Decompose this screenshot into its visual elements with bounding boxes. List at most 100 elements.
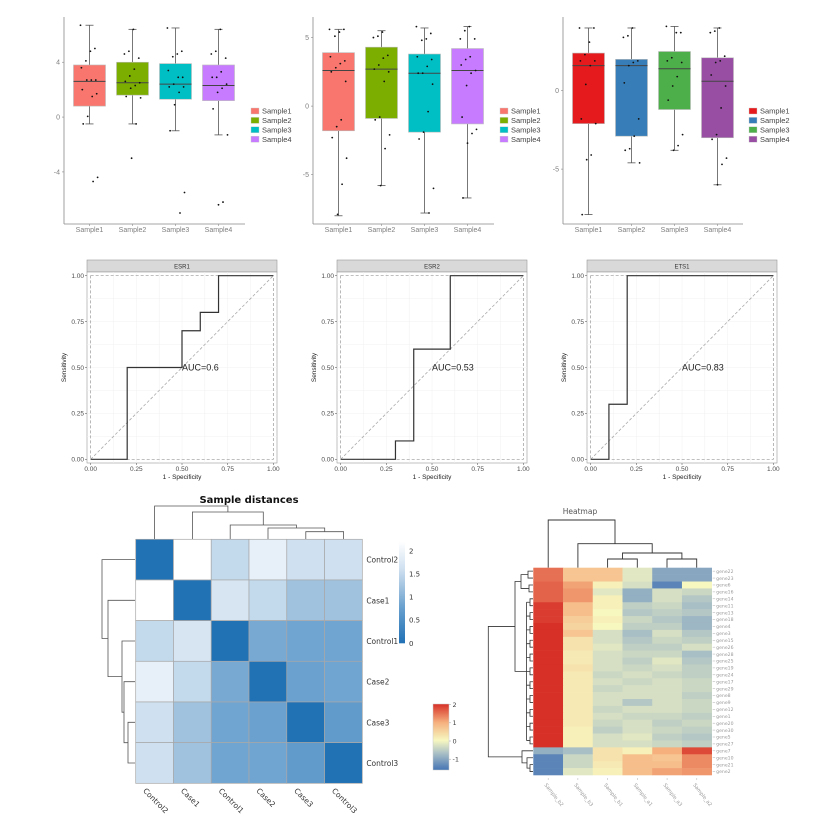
heatmap-cell <box>563 678 594 686</box>
heatmap-cell <box>248 701 288 743</box>
data-point <box>167 69 170 72</box>
heatmap-cell <box>652 602 683 610</box>
bounds-dashed-box <box>340 275 524 460</box>
heatmap-cell <box>248 579 288 621</box>
legend-key <box>499 126 509 134</box>
y-tick-label: 0.25 <box>321 411 334 418</box>
heatmap-row-gene11 <box>533 602 712 610</box>
y-tick-label: -4 <box>54 169 60 176</box>
colorbar-tick-label: 0.5 <box>409 617 420 625</box>
heatmap-cell <box>210 660 250 703</box>
legend-key <box>250 135 260 143</box>
heatmap-cell <box>622 664 653 672</box>
data-point <box>474 69 477 72</box>
heatmap-cell <box>563 747 594 755</box>
data-point <box>631 27 634 29</box>
heatmap-cell <box>563 643 594 651</box>
row-label: gene10 <box>716 755 733 761</box>
heatmap-cell <box>248 742 288 784</box>
heatmap-cell <box>592 671 623 679</box>
column-label: Sample_a2 <box>691 783 713 808</box>
heatmap-cell <box>533 636 564 645</box>
box-sample3 <box>159 27 192 214</box>
heatmap-cell <box>210 579 250 621</box>
heatmap-cell <box>563 692 594 700</box>
heatmap-cell <box>563 602 594 610</box>
box-iqr <box>365 46 398 119</box>
data-point <box>627 34 629 37</box>
heatmap-cell <box>135 538 174 581</box>
data-point <box>372 36 375 39</box>
heatmap-row-gene2 <box>533 768 712 776</box>
y-tick-label: 0.00 <box>321 457 334 464</box>
x-tick-label: Sample2 <box>119 227 147 234</box>
heatmap-cell <box>681 595 712 603</box>
legend-key <box>499 117 509 124</box>
heatmap-cell <box>592 622 623 631</box>
heatmap-cell <box>681 650 712 658</box>
legend-label: Sample3 <box>262 125 292 134</box>
data-point <box>344 80 347 83</box>
heatmap-cell <box>533 692 564 700</box>
heatmap-cell <box>563 616 594 624</box>
x-tick-label: 0.50 <box>176 466 189 473</box>
heatmap-cell <box>652 712 683 721</box>
data-point <box>422 131 425 134</box>
heatmap-row-gene3 <box>533 629 712 638</box>
heatmap-row-gene13 <box>533 609 712 617</box>
x-tick-label: 1.00 <box>767 466 780 473</box>
data-point <box>388 133 391 136</box>
x-tick-label: 0.75 <box>221 466 234 473</box>
heatmap-cell <box>652 768 683 776</box>
heatmap-cell <box>135 620 174 662</box>
row-label: gene2 <box>716 769 730 775</box>
data-point <box>183 191 186 194</box>
data-point <box>710 74 713 76</box>
data-point <box>585 158 588 161</box>
data-point <box>633 135 636 138</box>
heatmap-cell <box>592 733 623 741</box>
heatmap-cell <box>622 602 653 610</box>
heatmap-cell <box>622 588 653 596</box>
heatmap-cell <box>563 740 594 748</box>
data-point <box>127 50 130 53</box>
data-point <box>95 92 98 95</box>
data-point <box>578 27 581 29</box>
legend-label: Sample3 <box>760 125 790 134</box>
row-label: gene13 <box>716 610 733 616</box>
heatmap-cell <box>135 579 174 621</box>
x-axis-label: 1 - Specificity <box>413 474 452 481</box>
heatmap-cell <box>622 719 653 727</box>
heatmap-cell <box>563 567 594 575</box>
heatmap-row-gene29 <box>533 685 712 693</box>
row-label: Control2 <box>366 556 398 565</box>
column-dendrogram <box>154 505 344 539</box>
heatmap-cell <box>592 650 623 658</box>
data-point <box>219 28 222 31</box>
x-tick-label: 0.00 <box>334 466 347 473</box>
legend-key <box>748 135 758 143</box>
heatmap-cell <box>681 629 712 638</box>
heatmap-row-gene30 <box>533 726 712 734</box>
heatmap-cell <box>622 678 653 686</box>
data-point <box>82 123 85 125</box>
data-point <box>338 31 341 33</box>
data-point <box>430 58 433 61</box>
column-label: Case2 <box>254 786 277 809</box>
heatmap-cell <box>681 747 712 755</box>
heatmap-cell <box>652 671 683 679</box>
row-label: gene6 <box>716 583 730 589</box>
facet-title: ESR1 <box>174 265 190 271</box>
data-point <box>462 197 464 199</box>
data-point <box>384 147 386 150</box>
heatmap-cell <box>681 664 712 672</box>
data-point <box>373 68 376 70</box>
heatmap-cell <box>622 726 653 734</box>
data-point <box>418 138 420 140</box>
x-tick-label: 0.50 <box>426 466 439 473</box>
heatmap-row-gene18 <box>533 616 712 624</box>
heatmap-cell <box>210 620 250 662</box>
data-point <box>465 84 468 87</box>
x-tick-label: Sample3 <box>162 227 190 234</box>
heatmap-cell <box>173 742 212 784</box>
